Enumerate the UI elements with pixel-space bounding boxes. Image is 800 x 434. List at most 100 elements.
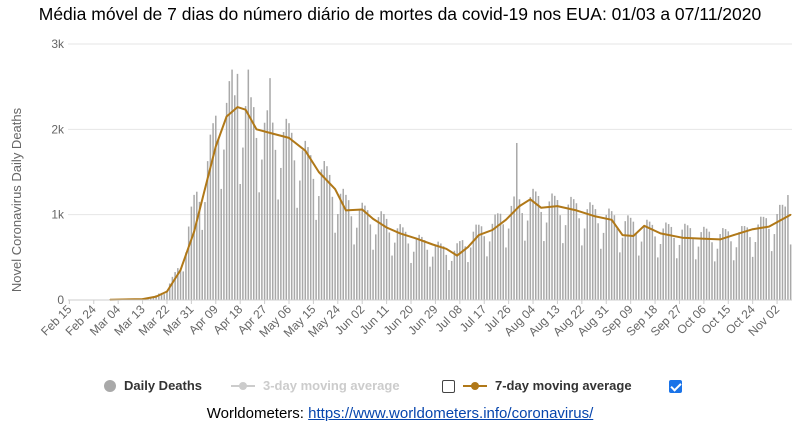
ma7-point [271,132,274,135]
daily-deaths-bar [724,229,727,300]
legend-daily-deaths[interactable]: Daily Deaths [104,378,202,393]
legend-3-day-average[interactable]: 3-day moving average [231,378,400,393]
daily-deaths-bar [543,241,545,300]
daily-deaths-bar [646,219,648,300]
y-axis-label: Novel Coronavirus Daily Deaths [9,107,24,292]
daily-deaths-bar [467,262,469,300]
daily-deaths-bar [540,211,542,300]
daily-deaths-bar [185,252,187,300]
daily-deaths-bar [559,215,561,300]
daily-deaths-bar [385,218,388,300]
toggle-7-day-checkbox[interactable] [669,380,682,393]
ma7-point [632,235,635,237]
legend-3-day-label: 3-day moving average [263,378,400,393]
daily-deaths-bar [505,247,507,300]
daily-deaths-bar [269,78,271,300]
daily-deaths-bar [507,228,510,300]
daily-deaths-bar [423,240,426,300]
daily-deaths-bar [754,242,757,300]
daily-deaths-bar [526,220,529,300]
daily-deaths-bar [166,290,168,300]
daily-deaths-bar [318,196,320,300]
y-tick-label: 2k [51,122,65,136]
daily-deaths-bar [591,204,594,300]
daily-deaths-bar [461,240,464,300]
daily-deaths-bar [548,201,551,300]
daily-deaths-bar [494,214,496,300]
daily-deaths-bar [730,241,732,300]
daily-deaths-bar [692,239,694,300]
daily-deaths-bar [556,200,559,300]
daily-deaths-bar [388,232,391,300]
daily-deaths-bar [529,196,532,300]
daily-deaths-bar [597,223,599,300]
daily-deaths-bar [434,245,437,300]
daily-deaths-bar [206,161,209,300]
ma7-point [415,237,418,240]
daily-deaths-bar [708,231,711,300]
daily-deaths-bar [247,69,250,300]
daily-deaths-bar [445,254,448,300]
daily-deaths-bar [605,214,608,300]
daily-deaths-bar [369,224,372,300]
daily-deaths-bar [657,257,659,300]
gridlines [68,43,792,301]
daily-deaths-bar [234,95,236,301]
daily-deaths-bar [689,228,692,300]
toggle-3-day-checkbox[interactable] [442,380,455,393]
daily-deaths-bar [391,255,393,300]
daily-deaths-bar [654,236,656,300]
daily-deaths-bar [282,132,285,300]
daily-deaths-bar [255,137,258,300]
daily-deaths-bar [380,211,382,300]
daily-deaths-bar [215,115,217,301]
daily-deaths-bar [532,188,534,300]
ma7-point [529,198,532,201]
daily-deaths-bar [442,246,445,300]
daily-deaths-bar [304,140,307,300]
daily-deaths-bar [334,232,336,300]
ma7-point [540,207,542,209]
legend-7-day-average[interactable]: 7-day moving average [463,378,632,393]
chart-title: Média móvel de 7 dias do número diário d… [38,4,762,24]
daily-deaths-bar [629,217,632,300]
ma7-point [345,209,347,212]
daily-deaths-bar [735,247,738,300]
ma7-point [467,246,469,248]
daily-deaths-bar [711,242,713,300]
daily-deaths-bar [488,241,491,300]
legend-3-day-marker [231,380,255,392]
daily-deaths-bar [659,244,662,300]
ma7-point [304,149,307,152]
daily-deaths-bar [589,202,591,300]
legend-daily-deaths-label: Daily Deaths [124,378,203,393]
daily-deaths-bar [643,225,645,300]
daily-deaths-bar [697,246,700,300]
ma7-series [109,106,792,301]
daily-deaths-bar [486,256,488,300]
daily-deaths-bar [244,106,247,300]
daily-deaths-bar [187,226,190,300]
daily-deaths-bar [619,252,621,300]
daily-deaths-bar [703,226,705,300]
daily-deaths-bar [372,249,374,300]
daily-deaths-bar [502,224,504,300]
y-tick-label: 0 [57,293,64,307]
source-link[interactable]: https://www.worldometers.info/coronaviru… [308,405,594,422]
daily-deaths-bar [624,221,626,300]
daily-deaths-bar [252,107,255,301]
daily-deaths-bar [464,246,467,300]
daily-deaths-bar [415,239,418,300]
daily-deaths-bar [431,256,434,300]
daily-deaths-bar [578,218,580,300]
daily-deaths-bar [713,261,716,300]
daily-deaths-bar [231,69,233,300]
daily-deaths-bar [553,195,556,300]
ma7-point [166,290,168,293]
daily-deaths-bar [309,155,312,300]
ma7-point [318,171,320,173]
legend-daily-deaths-marker [104,379,116,392]
daily-deaths-bar [513,196,515,300]
daily-deaths-bar [174,272,176,300]
daily-deaths-bar [768,228,770,300]
